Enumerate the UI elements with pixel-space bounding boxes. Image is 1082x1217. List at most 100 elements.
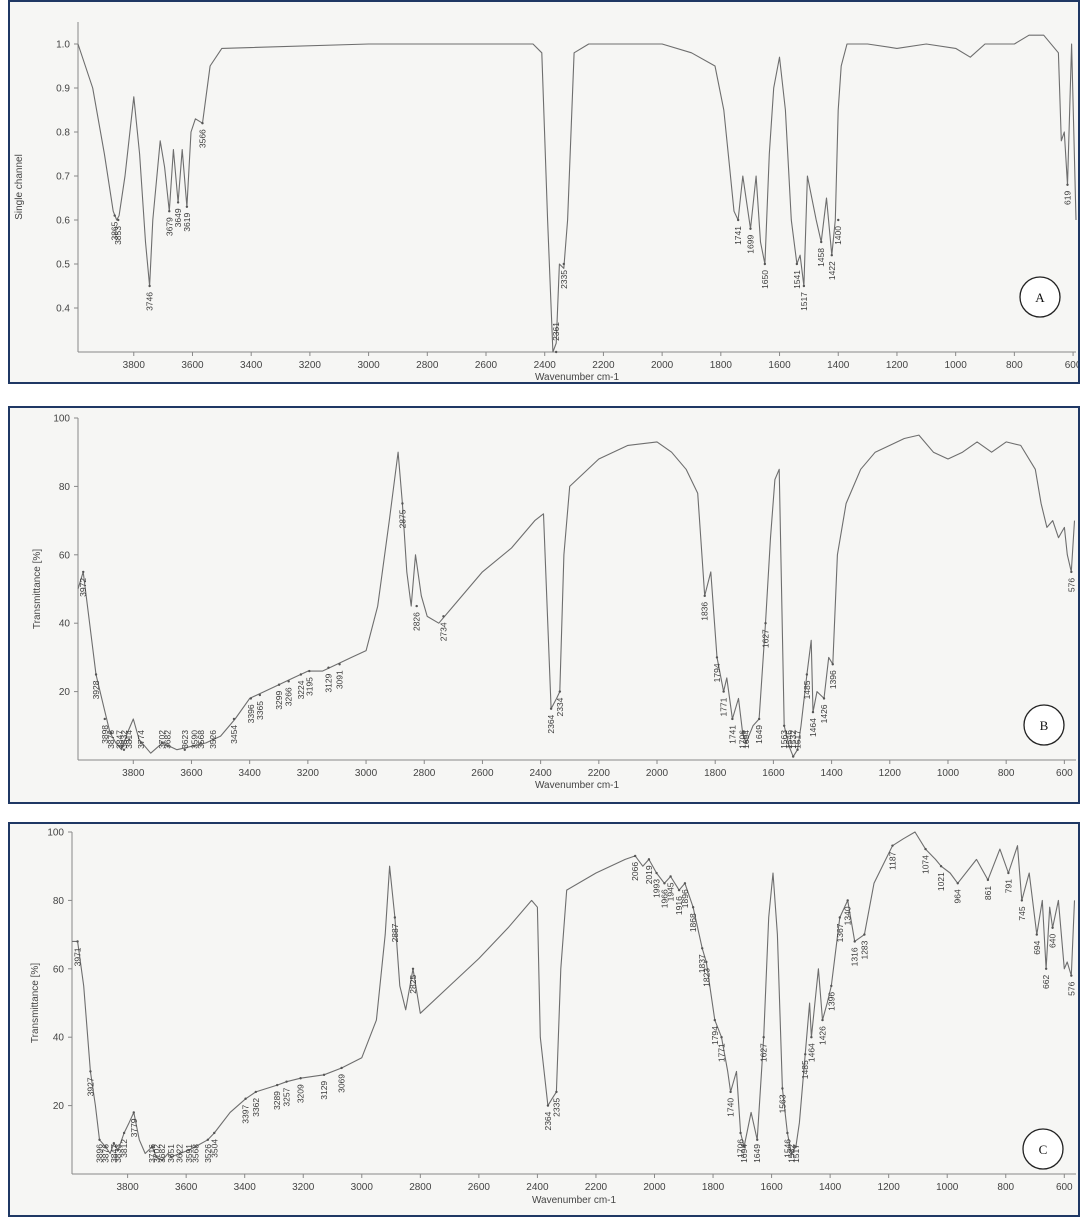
peak-point [1020,899,1024,902]
x-tick-label: 600 [1065,360,1078,371]
peak-label: 1316 [850,947,860,966]
peak-label: 1868 [688,913,698,932]
y-tick-label: 0.5 [56,260,70,271]
peak-label: 3266 [284,687,294,706]
peak-label: 640 [1048,933,1058,947]
peak-point [178,1152,181,1155]
peak-label: 1694 [739,1144,749,1163]
peak-label: 3876 [106,730,116,749]
x-tick-label: 1800 [704,768,727,779]
peak-label: 3504 [209,1139,219,1158]
peak-label: 1823 [701,968,711,987]
peak-label: 3853 [113,226,123,245]
x-tick-label: 3000 [357,360,380,371]
spectrum-chart-b: 3800 3600 3400 3200 3000 2800 2600 2400 2200 2000… [32,414,1076,792]
peak-label: 3847 [109,1144,119,1163]
peak-point [166,745,169,748]
peak-point [275,1083,279,1087]
x-tick-label: 3400 [239,768,262,779]
peak-point [683,882,687,885]
peak-point [736,218,740,222]
peak-label: 1340 [843,906,853,925]
x-tick-label: 1200 [879,768,902,779]
peak-label: 3876 [100,1144,110,1163]
x-tick-label: 1400 [827,360,850,371]
peak-label: 1627 [759,1043,769,1062]
peak-point [1051,926,1054,929]
x-tick-label: 1800 [710,360,733,371]
peak-label: 2334 [555,697,565,716]
panel-badge-label: A [1035,290,1045,305]
peak-label: 3812 [119,1139,129,1158]
x-tick-label: 1200 [878,1182,901,1193]
x-tick-label: 2400 [526,1182,549,1193]
peak-point [89,1070,92,1073]
peak-label: 1400 [833,226,843,245]
peak-label: 3590 [189,730,199,749]
peak-label: 1458 [816,248,826,267]
x-tick-label: 2000 [651,360,674,371]
peak-label: 3129 [324,673,334,692]
peak-label: 1422 [827,261,837,280]
peak-label: 3832 [119,730,129,749]
peak-label: 3898 [100,725,110,744]
peak-label: 3746 [145,292,155,311]
peak-label: 1706 [738,730,748,749]
peak-label: 1706 [736,1139,746,1158]
peak-label: 1074 [921,855,931,874]
x-tick-label: 800 [1006,360,1023,371]
peak-point [830,984,833,988]
peak-label: 3927 [85,1077,95,1096]
panel-badge-label: B [1040,718,1049,733]
peak-point [415,604,418,608]
peak-label: 1464 [806,1043,816,1062]
peak-point [804,1053,807,1056]
peak-label: 3397 [241,1105,251,1124]
peak-point [715,656,719,659]
peak-label: 662 [1041,975,1051,989]
peak-label: 3702 [151,1144,161,1163]
x-tick-label: 1400 [820,768,843,779]
peak-point [211,738,215,741]
peak-point [160,741,163,745]
peak-label: 1699 [745,235,755,254]
peak-point [82,570,85,574]
peak-point [1044,967,1048,970]
ir-spectrum-panel-b: 3800 3600 3400 3200 3000 2800 2600 2400 2200 2000… [8,406,1080,804]
peak-label: 2361 [551,322,561,341]
peak-point [742,1145,746,1148]
peak-label: 3833 [113,1144,123,1163]
peak-label: 1485 [800,1060,810,1079]
peak-label: 3702 [157,730,167,749]
peak-label: 1649 [754,725,764,744]
x-tick-label: 2800 [416,360,439,371]
x-tick-label: 2200 [585,1182,608,1193]
peak-point [183,748,186,751]
peak-point [781,1087,784,1090]
x-tick-label: 2800 [409,1182,432,1193]
peak-label: 3972 [78,578,88,597]
peak-label: 1966 [659,889,669,908]
peak-point [549,707,553,710]
peak-point [308,669,311,673]
x-tick-label: 2600 [471,768,494,779]
peak-label: 1546 [782,1139,792,1158]
x-tick-label: 800 [997,1182,1014,1193]
panel-badge-circle [1019,276,1061,318]
peak-label: 1649 [752,1144,762,1163]
panel-badge-label: C [1039,1142,1048,1157]
peak-point [986,878,990,882]
y-tick-label: 0.6 [56,216,70,227]
x-tick-label: 3000 [351,1182,374,1193]
peak-label: 1896 [680,889,690,908]
peak-label: 1563 [779,730,789,749]
peak-label: 3591 [184,1144,194,1163]
peak-point [787,745,791,748]
peak-point [118,745,121,748]
peak-point [117,218,120,222]
x-tick-label: 3200 [292,1182,315,1193]
peak-label: 2826 [412,612,422,631]
peak-label: 3129 [319,1081,329,1100]
peak-label: 1563 [777,1094,787,1113]
peak-point [701,947,704,950]
